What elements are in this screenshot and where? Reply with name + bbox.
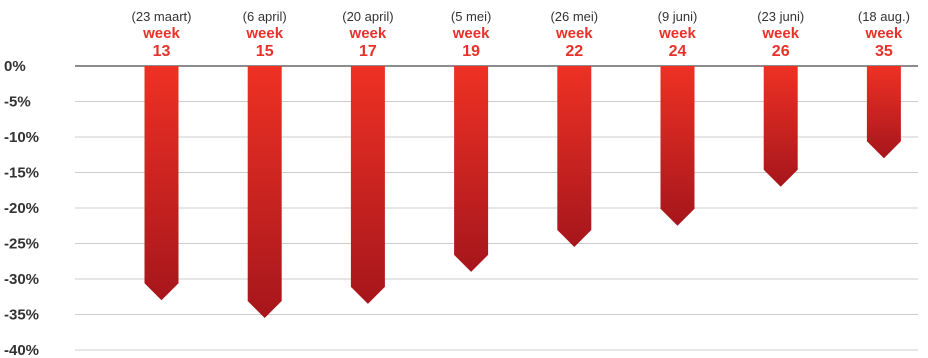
y-tick-label: 0% bbox=[4, 58, 26, 75]
bar-week-35 bbox=[866, 66, 901, 159]
bar-week-22 bbox=[557, 66, 592, 248]
category-date-label: (26 mei) bbox=[550, 9, 598, 24]
category-week-number: 13 bbox=[153, 43, 171, 60]
category-week-number: 26 bbox=[772, 43, 790, 60]
category-date-label: (20 april) bbox=[342, 9, 393, 24]
category-date-label: (23 maart) bbox=[132, 9, 192, 24]
category-week-label: week bbox=[555, 25, 593, 42]
bar-week-26 bbox=[763, 66, 798, 187]
bars bbox=[144, 66, 901, 319]
y-tick-label: -30% bbox=[4, 271, 39, 288]
category-date-label: (18 aug.) bbox=[858, 9, 910, 24]
category-week-number: 17 bbox=[359, 43, 377, 60]
category-week-label: week bbox=[658, 25, 696, 42]
category-week-number: 15 bbox=[256, 43, 274, 60]
y-tick-label: -15% bbox=[4, 165, 39, 182]
y-tick-label: -20% bbox=[4, 200, 39, 217]
y-tick-label: -35% bbox=[4, 307, 39, 324]
category-week-number: 24 bbox=[669, 43, 687, 60]
bar-week-17 bbox=[350, 66, 385, 304]
category-week-label: week bbox=[349, 25, 387, 42]
category-date-label: (5 mei) bbox=[451, 9, 491, 24]
bar-week-13 bbox=[144, 66, 179, 301]
y-axis-tick-labels: 0% -5% -10% -15% -20% -25% -30% -35% -40% bbox=[4, 58, 39, 358]
y-tick-label: -5% bbox=[4, 94, 31, 111]
category-week-label: week bbox=[865, 25, 903, 42]
bar-week-19 bbox=[454, 66, 489, 272]
bar-week-15 bbox=[247, 66, 282, 319]
category-date-label: (6 april) bbox=[243, 9, 287, 24]
category-week-label: week bbox=[452, 25, 490, 42]
y-tick-label: -40% bbox=[4, 342, 39, 358]
category-week-label: week bbox=[245, 25, 283, 42]
category-week-number: 19 bbox=[462, 43, 480, 60]
category-week-label: week bbox=[761, 25, 799, 42]
category-week-number: 35 bbox=[875, 43, 893, 60]
category-date-label: (9 juni) bbox=[658, 9, 698, 24]
bar-week-24 bbox=[660, 66, 695, 226]
y-tick-label: -10% bbox=[4, 129, 39, 146]
category-date-label: (23 juni) bbox=[757, 9, 804, 24]
category-week-number: 22 bbox=[565, 43, 583, 60]
y-tick-label: -25% bbox=[4, 236, 39, 253]
category-week-label: week bbox=[142, 25, 180, 42]
